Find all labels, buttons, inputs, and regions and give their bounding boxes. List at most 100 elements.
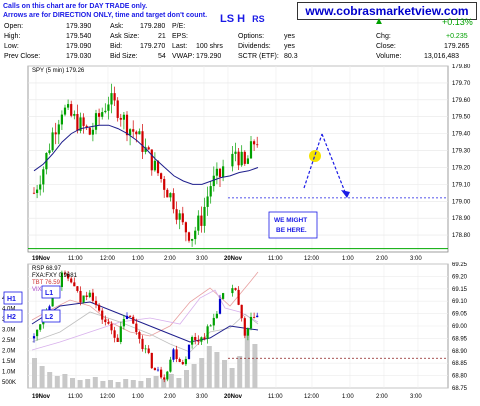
volume-bar bbox=[153, 376, 159, 388]
last-label: Last: bbox=[172, 43, 188, 50]
volume-bar bbox=[123, 379, 129, 388]
low-x-tick: 1:00 bbox=[132, 394, 144, 400]
main-candle-body bbox=[113, 93, 116, 101]
close-value: 179.265 bbox=[444, 43, 470, 50]
low-candle-body bbox=[253, 316, 256, 318]
volume-bar bbox=[176, 378, 182, 388]
main-candle-body bbox=[51, 132, 54, 151]
dividends-value: yes bbox=[284, 43, 295, 50]
label-box bbox=[41, 309, 61, 323]
volume-tick: 500K bbox=[2, 380, 16, 386]
main-candle-body bbox=[249, 141, 253, 159]
prev-close-label: Prev Close: bbox=[4, 53, 41, 60]
volume-bar bbox=[191, 364, 197, 388]
low-candle-body bbox=[60, 272, 63, 287]
arrow-head-icon bbox=[341, 190, 350, 198]
main-x-tick: 3:00 bbox=[410, 256, 422, 262]
low-candle-body bbox=[36, 329, 39, 337]
main-candle-body bbox=[91, 129, 94, 135]
main-candle-body bbox=[237, 151, 240, 166]
website-banner[interactable]: www.cobrasmarketview.com bbox=[297, 2, 477, 20]
chg-label: Chg: bbox=[376, 33, 391, 40]
options-label: Options: bbox=[238, 33, 265, 40]
main-candle-body bbox=[197, 215, 200, 231]
main-candle-body bbox=[129, 129, 132, 136]
main-candle-body bbox=[209, 186, 212, 197]
pattern-title: LS H RS bbox=[220, 13, 265, 25]
quote-table: Open: 179.390 High: 179.540 Low: 179.090… bbox=[0, 17, 480, 66]
main-candle-body bbox=[231, 153, 234, 167]
low-x-tick: 19Nov bbox=[32, 394, 51, 400]
main-candle-body bbox=[54, 132, 57, 135]
ask-label: Ask: bbox=[110, 23, 124, 30]
low-candle-body bbox=[240, 304, 243, 319]
prev-close-value: 179.030 bbox=[66, 53, 92, 60]
high-label: High: bbox=[4, 33, 21, 40]
main-candle-body bbox=[82, 117, 85, 126]
main-y-tick: 179.10 bbox=[452, 182, 471, 188]
low-y-tick: 69.00 bbox=[452, 324, 468, 330]
main-candle-body bbox=[63, 107, 67, 115]
volume-bar bbox=[237, 356, 243, 388]
main-candle-body bbox=[98, 113, 101, 117]
main-candle-body bbox=[116, 100, 119, 118]
main-y-tick: 179.70 bbox=[452, 81, 471, 87]
volume-bar bbox=[100, 381, 106, 388]
sctr-label: SCTR (ETF): bbox=[238, 53, 279, 60]
main-candle-body bbox=[187, 232, 191, 241]
low-candle-body bbox=[110, 323, 113, 331]
main-candle-body bbox=[42, 169, 45, 185]
main-candle-body bbox=[73, 114, 76, 116]
yellow-marker bbox=[309, 150, 321, 162]
low-candle-body bbox=[32, 336, 36, 339]
main-candle-body bbox=[48, 150, 51, 153]
volume-tick: 4.0M bbox=[2, 307, 15, 313]
main-candle-body bbox=[194, 230, 197, 240]
low-candle-body bbox=[243, 318, 246, 336]
main-candle-body bbox=[94, 113, 98, 130]
volume-bar bbox=[222, 360, 227, 388]
main-candle-body bbox=[150, 149, 153, 171]
vwap-label: VWAP: bbox=[172, 53, 195, 60]
main-candle-body bbox=[218, 168, 222, 178]
low-candle-body bbox=[116, 337, 119, 342]
main-candle-body bbox=[178, 213, 181, 220]
main-x-tick: 20Nov bbox=[224, 256, 243, 262]
low-candle-body bbox=[197, 340, 200, 342]
low-candle-body bbox=[178, 358, 181, 362]
low-candle-body bbox=[181, 361, 184, 365]
low-candle-body bbox=[135, 323, 138, 333]
indicator-chart: 68.75 68.80 68.85 68.90 68.95 69.00 69.05 69.10… bbox=[2, 262, 468, 400]
main-candle-body bbox=[147, 147, 150, 150]
low-label: Low: bbox=[4, 43, 19, 50]
volume-bar bbox=[146, 378, 151, 388]
main-candle-body bbox=[60, 114, 63, 125]
main-candle-body bbox=[122, 114, 125, 120]
volume-bar bbox=[130, 380, 136, 388]
low-x-tick: 3:00 bbox=[410, 394, 422, 400]
low-candle-body bbox=[184, 358, 187, 365]
ask-value: 179.280 bbox=[140, 23, 166, 30]
low-candle-body bbox=[76, 286, 79, 291]
vix-line bbox=[31, 289, 259, 351]
main-y-tick: 178.90 bbox=[452, 216, 471, 222]
bid-size-value: 54 bbox=[158, 53, 166, 60]
fxa-fxy-line bbox=[31, 311, 259, 353]
low-candle-body bbox=[256, 315, 259, 318]
main-x-tick: 11:00 bbox=[268, 256, 283, 262]
low-candle-body bbox=[113, 330, 116, 338]
low-candle-body bbox=[206, 326, 209, 339]
low-candle-body bbox=[203, 337, 206, 339]
main-candle-body bbox=[212, 175, 215, 187]
rsp-ma-line bbox=[31, 301, 259, 343]
main-candle-body bbox=[36, 189, 39, 194]
vwap-value: 179.290 bbox=[196, 53, 222, 60]
low-y-tick: 68.90 bbox=[452, 349, 468, 355]
main-candle-body bbox=[104, 110, 107, 113]
main-candle-body bbox=[240, 151, 243, 166]
main-y-tick: 179.00 bbox=[452, 199, 471, 205]
main-candle-body bbox=[222, 166, 225, 178]
main-legend: SPY (5 min) 179.26 bbox=[32, 68, 85, 74]
bid-value: 179.270 bbox=[140, 43, 166, 50]
indicator-legend: RSP 68.97 bbox=[32, 266, 62, 272]
